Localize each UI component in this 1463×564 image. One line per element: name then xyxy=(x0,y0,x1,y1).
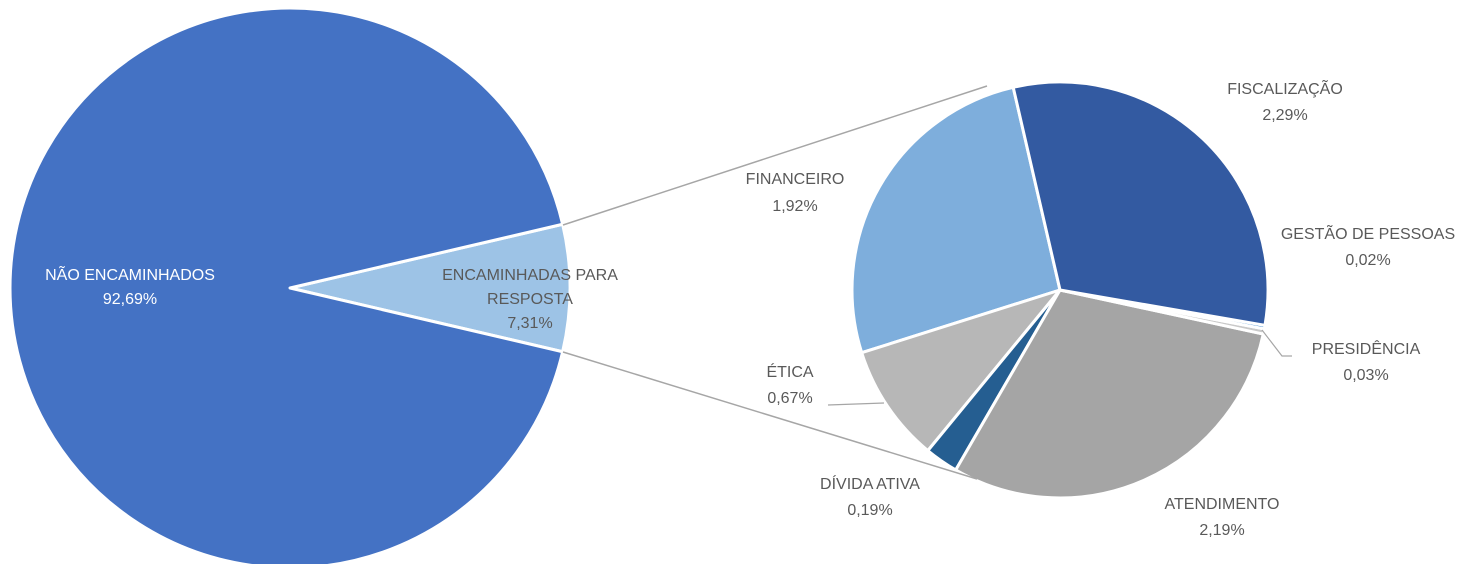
connector-line xyxy=(562,85,988,226)
pie-slice xyxy=(288,222,572,354)
slice-label: NÃO ENCAMINHADOS xyxy=(45,267,215,284)
value-label: 92,69% xyxy=(102,291,158,308)
value-label: 0,02% xyxy=(1345,252,1391,269)
slice-label: FINANCEIRO xyxy=(745,171,845,188)
pie-slice xyxy=(954,288,1265,500)
leader-line xyxy=(827,402,885,406)
pie-slice xyxy=(8,6,565,564)
slice-label: GESTÃO DE PESSOAS xyxy=(1280,226,1456,243)
slice-label: FISCALIZAÇÃO xyxy=(1227,81,1343,98)
connector-line xyxy=(562,351,978,480)
value-label: 2,29% xyxy=(1262,107,1308,124)
slice-label: DÍVIDA ATIVA xyxy=(820,476,920,493)
slice-label: ENCAMINHADAS PARA RESPOSTA xyxy=(442,267,618,308)
slice-label: ÉTICA xyxy=(766,364,814,381)
value-label: 0,03% xyxy=(1343,367,1389,384)
leader-line xyxy=(1261,329,1292,357)
value-label: 0,19% xyxy=(847,502,893,519)
value-label: 2,19% xyxy=(1199,522,1245,539)
pie-slice xyxy=(1011,80,1270,327)
slice-label: PRESIDÊNCIA xyxy=(1311,341,1421,358)
slice-label: ATENDIMENTO xyxy=(1164,496,1280,513)
pie-slice xyxy=(850,85,1062,355)
pie-slice xyxy=(860,288,1062,453)
value-label: 0,67% xyxy=(767,390,813,407)
value-label: 1,92% xyxy=(772,198,818,215)
value-label: 7,31% xyxy=(507,315,553,332)
